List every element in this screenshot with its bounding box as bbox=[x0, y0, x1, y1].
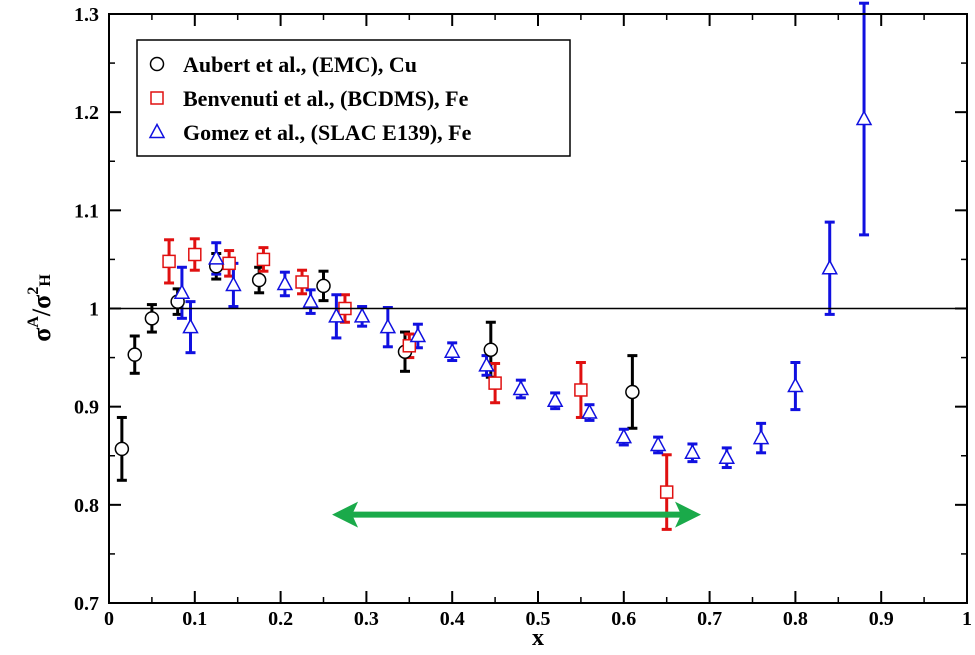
square-data-point bbox=[162, 254, 176, 269]
triangle-data-point bbox=[649, 435, 667, 452]
square-data-point bbox=[256, 252, 271, 267]
y-axis-title-part: / bbox=[27, 308, 56, 317]
triangle-data-point bbox=[328, 307, 345, 323]
legend-label: Gomez et al., (SLAC E139), Fe bbox=[183, 120, 472, 145]
y-axis-title: σA/σ2H bbox=[25, 274, 56, 342]
triangle-data-point bbox=[182, 318, 199, 334]
y-axis-title-part: σ bbox=[27, 295, 56, 309]
legend-box bbox=[136, 39, 571, 157]
range-arrow-head-left bbox=[332, 501, 359, 528]
x-tick-label: 1 bbox=[962, 608, 972, 630]
triangle-data-point bbox=[302, 292, 319, 308]
legend-marker bbox=[148, 122, 166, 139]
triangle-data-point bbox=[821, 259, 838, 275]
circle-data-point bbox=[625, 384, 640, 400]
y-tick-label: 1.2 bbox=[74, 102, 99, 124]
triangle-data-point bbox=[225, 275, 242, 292]
triangle-data-point bbox=[379, 318, 397, 334]
triangle-data-point bbox=[581, 403, 598, 419]
y-axis-title-part: 2 bbox=[25, 287, 42, 295]
legend-marker bbox=[149, 56, 165, 72]
triangle-data-point bbox=[443, 342, 461, 358]
y-axis-title-part: H bbox=[37, 274, 54, 287]
circle-data-point bbox=[316, 278, 331, 294]
circle-data-point bbox=[144, 311, 160, 326]
y-tick-label: 0.7 bbox=[74, 593, 99, 615]
triangle-data-point bbox=[752, 428, 770, 445]
square-data-point bbox=[222, 256, 236, 271]
triangle-data-point bbox=[512, 379, 530, 396]
triangle-data-point bbox=[353, 307, 371, 323]
circle-data-point bbox=[483, 342, 499, 357]
triangle-data-point bbox=[787, 376, 804, 393]
triangle-data-point bbox=[718, 448, 736, 464]
y-axis-title-part: σ bbox=[27, 328, 56, 342]
x-tick-label: 0.1 bbox=[182, 608, 207, 630]
x-tick-label: 0.8 bbox=[783, 608, 808, 630]
markers-layer bbox=[114, 109, 873, 499]
x-tick-label: 0.2 bbox=[268, 608, 293, 630]
legend-marker bbox=[150, 91, 164, 105]
x-axis-title: x bbox=[532, 625, 544, 650]
y-tick-label: 0.9 bbox=[74, 397, 99, 419]
legend-label: Aubert et al., (EMC), Cu bbox=[183, 52, 417, 77]
circle-data-point bbox=[251, 272, 267, 288]
legend-label: Benvenuti et al., (BCDMS), Fe bbox=[183, 86, 469, 111]
x-tick-label: 0.7 bbox=[697, 608, 722, 630]
square-data-point bbox=[488, 376, 502, 390]
y-axis-title-part: A bbox=[25, 316, 42, 328]
triangle-data-point bbox=[615, 428, 633, 444]
triangle-data-point bbox=[546, 391, 564, 408]
y-tick-label: 1.3 bbox=[74, 4, 99, 26]
triangle-data-point bbox=[207, 249, 225, 265]
x-tick-label: 0.6 bbox=[611, 608, 636, 630]
square-data-point bbox=[659, 485, 674, 499]
y-axis-title-text: σA/σ2H bbox=[25, 274, 56, 342]
square-data-point bbox=[188, 247, 202, 262]
square-data-point bbox=[574, 383, 588, 397]
triangle-data-point bbox=[276, 274, 294, 291]
x-tick-label: 0.4 bbox=[440, 608, 465, 630]
x-tick-label: 0 bbox=[104, 608, 114, 630]
y-tick-label: 0.8 bbox=[74, 495, 99, 517]
triangle-data-point bbox=[173, 283, 191, 300]
y-tick-label: 1.1 bbox=[74, 200, 99, 222]
square-data-point bbox=[402, 339, 417, 353]
triangle-data-point bbox=[684, 443, 701, 460]
triangle-data-point bbox=[478, 356, 495, 372]
x-tick-label: 0.9 bbox=[869, 608, 894, 630]
square-data-point bbox=[295, 275, 309, 289]
circle-data-point bbox=[127, 347, 142, 362]
triangle-data-point bbox=[855, 109, 873, 126]
x-tick-label: 0.5 bbox=[526, 608, 551, 630]
circle-data-point bbox=[114, 441, 130, 457]
annotation-layer bbox=[332, 501, 702, 528]
legend: Aubert et al., (EMC), Cu Benvenuti et al.… bbox=[136, 39, 571, 157]
range-arrow-head-right bbox=[675, 501, 702, 528]
x-tick-label: 0.3 bbox=[354, 608, 379, 630]
y-tick-label: 1 bbox=[89, 299, 99, 321]
axes-layer: 0 0.1 0.2 0.3 0.4 0.5 0.6 0.7 0.8 0.9 1 0.7 0.8 0.9 1 1… bbox=[74, 4, 972, 630]
triangle-data-point bbox=[409, 326, 427, 343]
